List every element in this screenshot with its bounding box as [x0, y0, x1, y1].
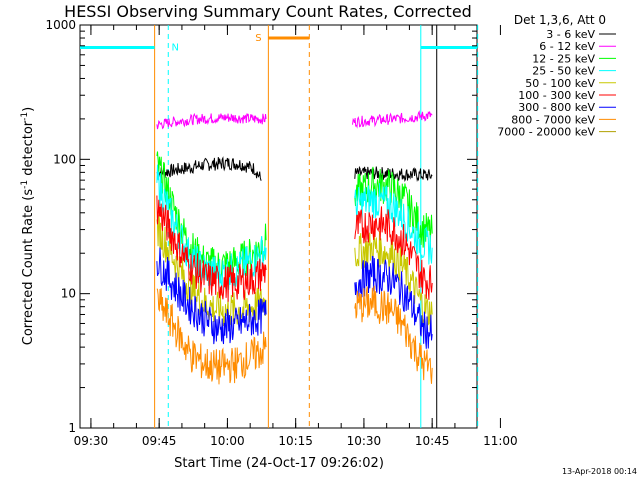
y-tick-label: 1000	[45, 18, 76, 32]
y-axis-label: Corrected Count Rate (s-1 detector-1)	[20, 107, 36, 345]
footer-timestamp: 13-Apr-2018 00:14	[562, 467, 637, 476]
series-line	[156, 195, 267, 302]
legend-label: 6 - 12 keV	[539, 40, 595, 53]
y-tick-label: 10	[61, 287, 76, 301]
legend-label: 3 - 6 keV	[546, 28, 595, 41]
series-line	[156, 164, 267, 292]
y-tick-label: 100	[53, 152, 76, 166]
plot-frame	[79, 24, 478, 429]
series-line	[354, 285, 433, 384]
x-tick-label: 09:45	[142, 434, 177, 448]
legend-label: 50 - 100 keV	[525, 77, 595, 90]
series-line	[354, 166, 433, 248]
series-line	[156, 156, 262, 181]
y-label-sup1: -1	[20, 180, 30, 189]
y-tick-label: 1	[68, 421, 76, 435]
x-axis-label: Start Time (24-Oct-17 09:26:02)	[174, 456, 384, 471]
x-tick-label: 10:45	[415, 434, 450, 448]
series-line	[354, 206, 433, 300]
x-tick-label: 09:30	[74, 434, 109, 448]
series-line	[352, 110, 433, 129]
legend-label: 800 - 7000 keV	[511, 113, 595, 126]
y-label-sup2: -1	[20, 112, 30, 121]
series-line	[354, 255, 433, 349]
x-tick-label: 10:15	[278, 434, 313, 448]
status-label-saa: S	[255, 33, 261, 44]
series-line	[354, 183, 433, 265]
y-label-end: )	[21, 107, 36, 112]
axes: 1 10 100 1000 09:30 09:45 10:00 10:15 10:30 10:45…	[45, 18, 517, 448]
y-label-mid: detector	[21, 120, 36, 180]
plot-area: SN	[80, 25, 479, 428]
legend-label: 25 - 50 keV	[532, 65, 595, 78]
legend-label: 12 - 25 keV	[532, 52, 595, 65]
x-tick-label: 10:00	[210, 434, 245, 448]
legend-title: Det 1,3,6, Att 0	[514, 13, 606, 27]
x-tick-label: 10:30	[347, 434, 382, 448]
legend-label: 300 - 800 keV	[518, 101, 595, 114]
status-label-night: N	[172, 42, 179, 53]
y-label-main: Corrected Count Rate (s	[21, 189, 36, 346]
legend-label: 7000 - 20000 keV	[497, 126, 595, 139]
series-line	[156, 288, 267, 385]
legend-label: 100 - 300 keV	[518, 89, 595, 102]
series-line	[156, 112, 267, 130]
series-line	[156, 247, 267, 345]
chart-title: HESSI Observing Summary Count Rates, Cor…	[64, 2, 472, 21]
x-tick-label: 11:00	[483, 434, 518, 448]
series-line	[156, 214, 267, 327]
